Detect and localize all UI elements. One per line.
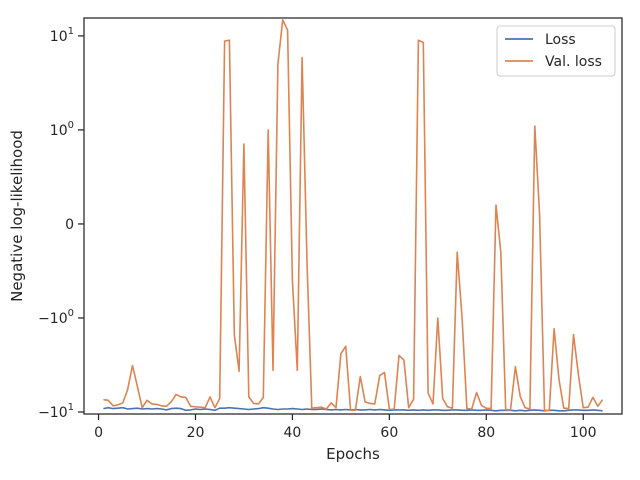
- plot-frame: [83, 17, 623, 415]
- series-line-val-loss: [103, 19, 604, 412]
- legend: Loss Val. loss: [496, 25, 616, 77]
- legend-label: Val. loss: [545, 54, 602, 70]
- y-axis-ticks: −101 −100 0 100 101: [38, 26, 84, 421]
- y-tick-label: 0: [65, 217, 74, 233]
- x-tick-label: 60: [380, 425, 398, 441]
- y-tick-label: 101: [50, 26, 74, 45]
- plot-lines: [103, 19, 604, 412]
- y-tick-label: −101: [38, 402, 74, 421]
- y-axis-label: Negative log-likelihood: [8, 130, 26, 302]
- x-axis-ticks: 0 20 40 60 80 100: [94, 414, 597, 441]
- x-axis-label: Epochs: [326, 445, 380, 463]
- x-tick-label: 100: [570, 425, 597, 441]
- x-tick-label: 40: [284, 425, 302, 441]
- y-tick-label: 100: [50, 120, 74, 139]
- x-tick-label: 0: [94, 425, 103, 441]
- x-tick-label: 20: [187, 425, 205, 441]
- x-tick-label: 80: [477, 425, 495, 441]
- legend-label: Loss: [545, 32, 576, 48]
- y-tick-label: −100: [38, 308, 74, 327]
